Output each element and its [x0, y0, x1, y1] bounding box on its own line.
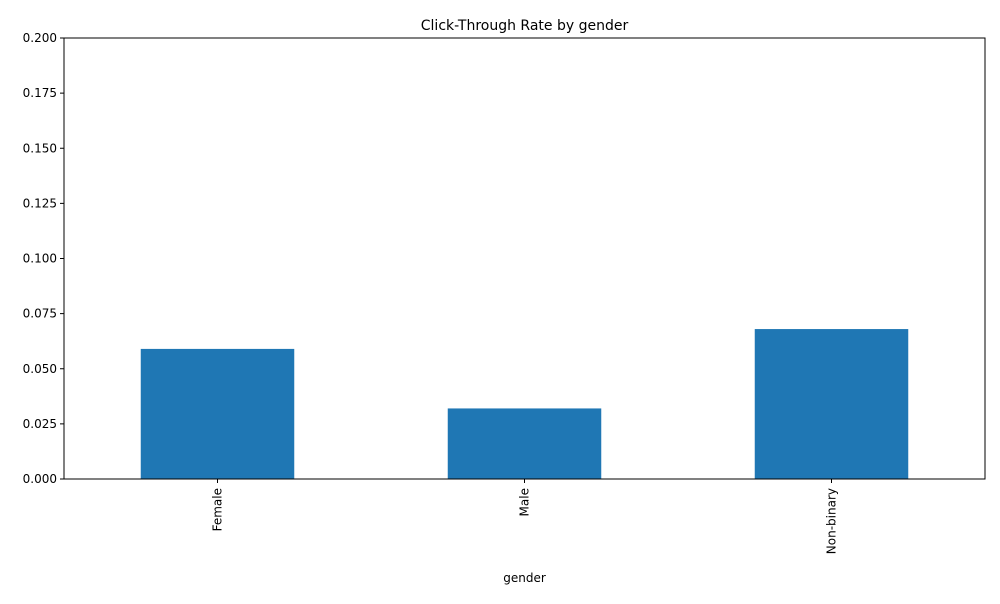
bars-group — [140, 329, 909, 479]
y-tick-label: 0.150 — [23, 141, 57, 155]
y-tick-label: 0.200 — [23, 31, 57, 45]
x-tick-label: Male — [518, 488, 532, 516]
bar-male — [447, 408, 602, 479]
bar-non-binary — [754, 329, 909, 479]
y-tick-label: 0.075 — [23, 307, 57, 321]
x-tick-label: Female — [211, 488, 225, 531]
y-axis: 0.000 0.025 0.050 0.075 0.100 0.125 0.150 0.175… — [23, 31, 64, 486]
y-tick-label: 0.025 — [23, 417, 57, 431]
y-tick-label: 0.000 — [23, 472, 57, 486]
x-axis: Female Male Non-binary — [211, 479, 839, 554]
y-tick-label: 0.050 — [23, 362, 57, 376]
plot-frame — [63, 37, 986, 480]
bar-female — [140, 348, 295, 479]
x-tick-label: Non-binary — [825, 488, 839, 554]
y-tick-label: 0.125 — [23, 196, 57, 210]
x-axis-label: gender — [503, 571, 546, 585]
y-tick-label: 0.100 — [23, 252, 57, 266]
chart-title: Click-Through Rate by gender — [421, 18, 629, 34]
y-tick-label: 0.175 — [23, 86, 57, 100]
